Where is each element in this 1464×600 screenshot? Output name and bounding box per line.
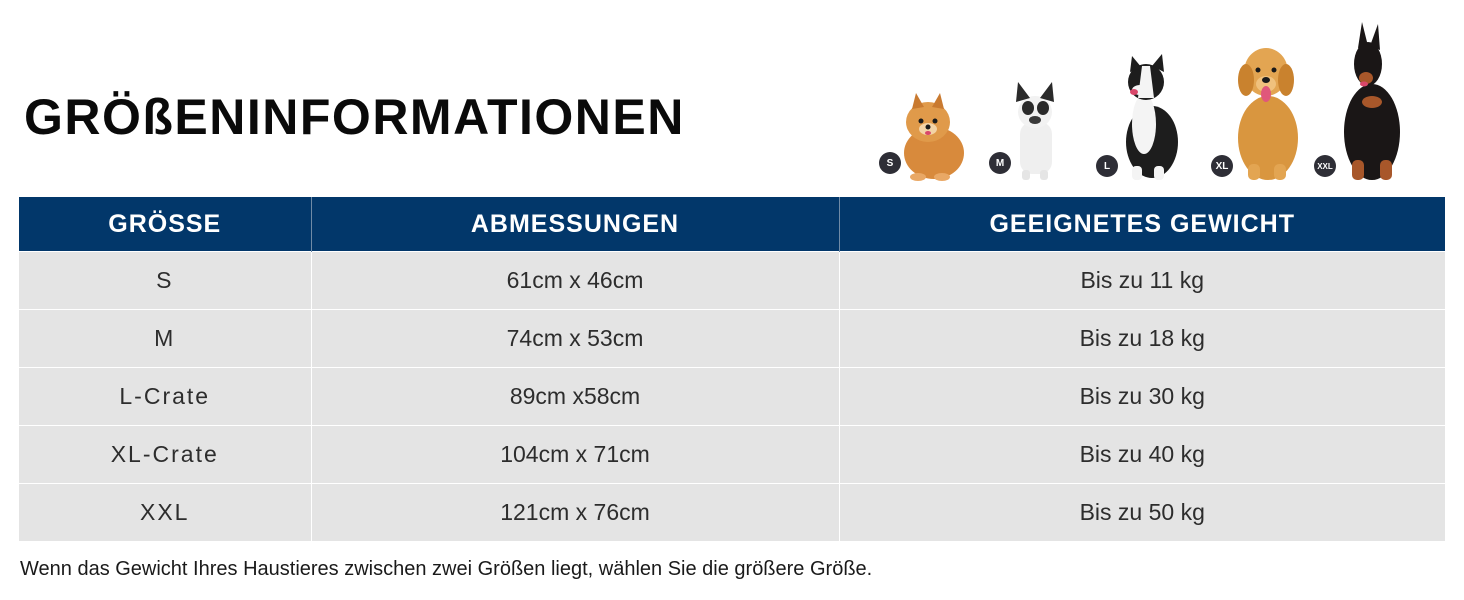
size-advice-note: Wenn das Gewicht Ihres Haustieres zwisch…	[20, 558, 873, 580]
weight-cell: Bis zu 18 kg	[839, 309, 1445, 368]
dimensions-cell: 121cm x 76cm	[311, 483, 840, 541]
table-row: M 74cm x 53cm Bis zu 18 kg	[19, 309, 1445, 368]
french-bulldog-icon	[1010, 82, 1060, 182]
size-cell: S	[19, 251, 312, 310]
dog-size-illustration: S M L	[870, 12, 1430, 182]
weight-cell: Bis zu 11 kg	[839, 251, 1445, 310]
size-cell: XL-Crate	[19, 425, 312, 484]
size-cell: L-Crate	[19, 367, 312, 426]
weight-cell: Bis zu 30 kg	[839, 367, 1445, 426]
size-badge-xxl: XXL	[1314, 155, 1336, 177]
size-badge-s: S	[879, 152, 901, 174]
doberman-dog-icon	[1338, 22, 1404, 182]
size-cell: XXL	[19, 483, 312, 541]
header-dimensions: ABMESSUNGEN	[311, 197, 840, 252]
size-table: GRÖSSE ABMESSUNGEN GEEIGNETES GEWICHT S …	[19, 197, 1445, 541]
size-badge-l: L	[1096, 155, 1118, 177]
table-row: XXL 121cm x 76cm Bis zu 50 kg	[19, 483, 1445, 541]
dimensions-cell: 104cm x 71cm	[311, 425, 840, 484]
table-row: S 61cm x 46cm Bis zu 11 kg	[19, 251, 1445, 310]
table-row: XL-Crate 104cm x 71cm Bis zu 40 kg	[19, 425, 1445, 484]
size-cell: M	[19, 309, 312, 368]
size-badge-m: M	[989, 152, 1011, 174]
weight-cell: Bis zu 50 kg	[839, 483, 1445, 541]
table-row: L-Crate 89cm x58cm Bis zu 30 kg	[19, 367, 1445, 426]
dimensions-cell: 89cm x58cm	[311, 367, 840, 426]
pomeranian-dog-icon	[898, 87, 968, 182]
header-weight: GEEIGNETES GEWICHT	[839, 197, 1445, 252]
weight-cell: Bis zu 40 kg	[839, 425, 1445, 484]
dimensions-cell: 61cm x 46cm	[311, 251, 840, 310]
page-title: GRÖßENINFORMATIONEN	[24, 89, 685, 145]
border-collie-dog-icon	[1118, 54, 1182, 182]
table-header-row: GRÖSSE ABMESSUNGEN GEEIGNETES GEWICHT	[19, 197, 1445, 252]
golden-retriever-dog-icon	[1232, 40, 1302, 182]
size-badge-xl: XL	[1211, 155, 1233, 177]
header-size: GRÖSSE	[19, 197, 312, 252]
dimensions-cell: 74cm x 53cm	[311, 309, 840, 368]
